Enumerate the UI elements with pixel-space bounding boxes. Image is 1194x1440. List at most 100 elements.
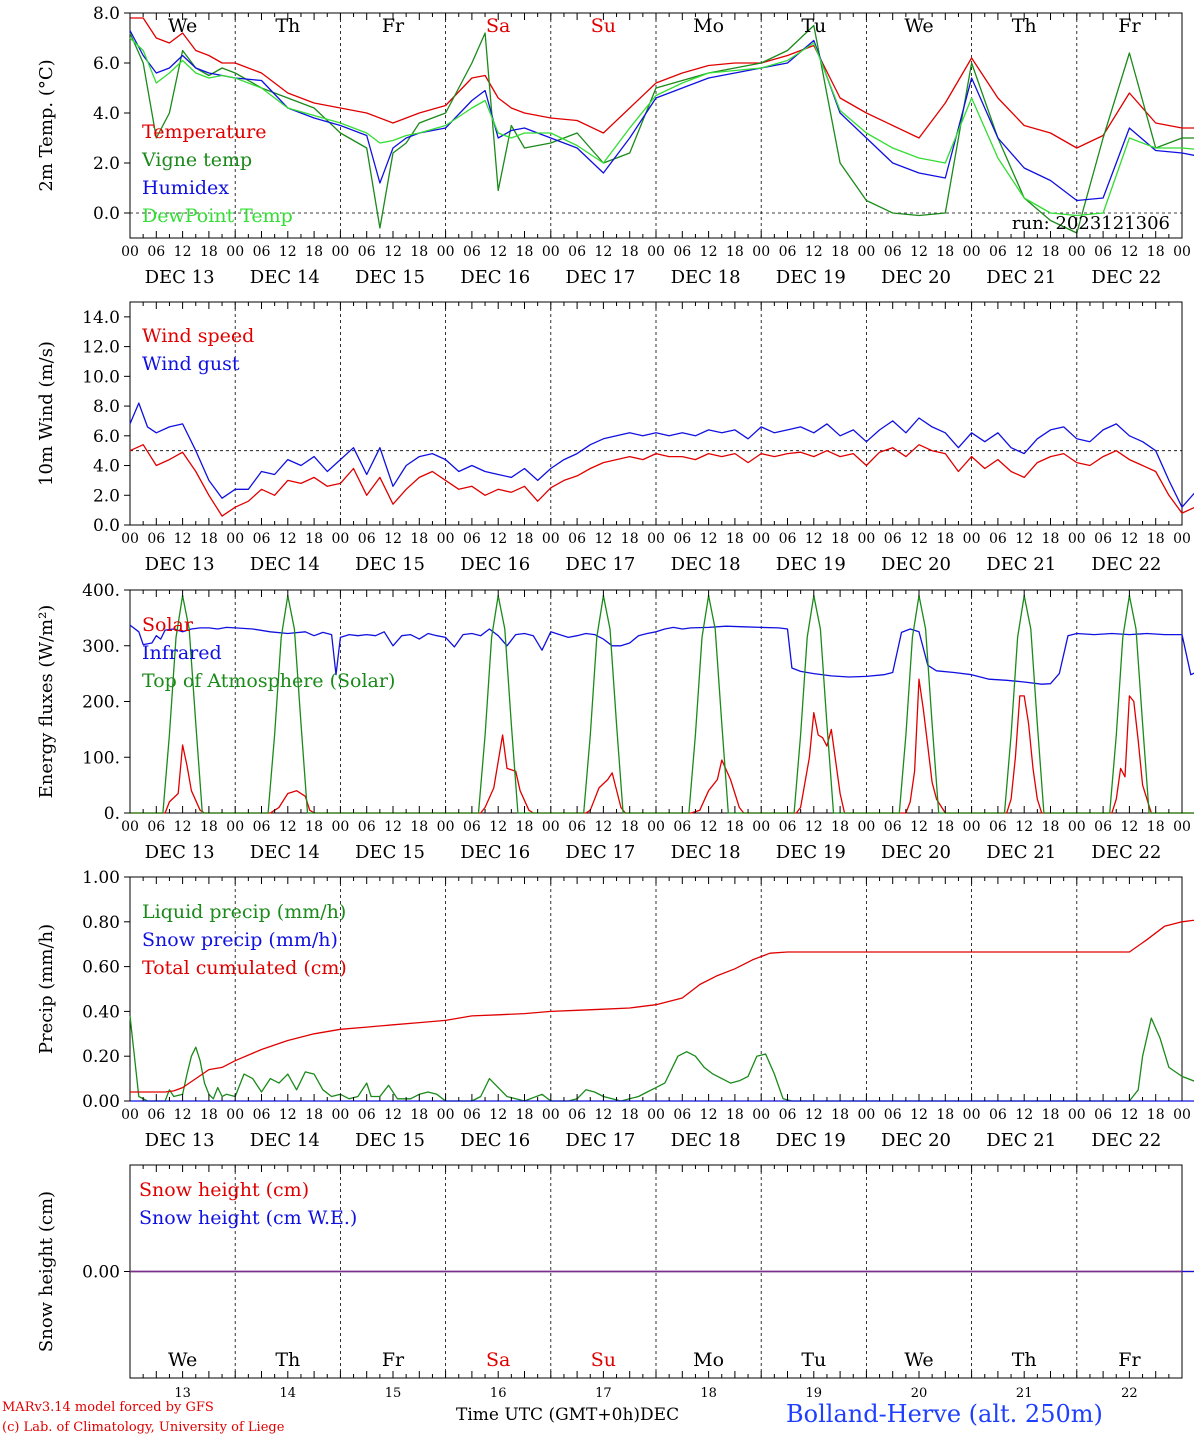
hour-label: 12 [594,531,612,547]
date-label: DEC 15 [355,1130,425,1151]
hour-label: 06 [568,531,586,547]
hour-label: 00 [647,531,665,547]
hour-label: 18 [831,819,849,835]
hour-label: 00 [857,244,875,260]
hour-label: 18 [831,1107,849,1123]
hour-label: 12 [1015,244,1033,260]
hour-label: 00 [331,819,349,835]
hour-label: 00 [331,531,349,547]
hour-label: 18 [936,244,954,260]
hour-label: 12 [700,531,718,547]
y-tick-label: 0.00 [82,1263,120,1283]
day-number-label: 14 [280,1386,297,1401]
series-dewpoint-temp [129,37,1194,217]
hour-label: 06 [779,531,797,547]
hour-label: 18 [726,819,744,835]
date-label: DEC 21 [986,842,1056,863]
hour-label: 00 [963,1107,981,1123]
hour-label: 12 [1120,819,1138,835]
date-label: DEC 13 [145,554,215,575]
weekday-label: We [904,15,933,37]
hour-label: 12 [384,819,402,835]
hour-label: 12 [1120,531,1138,547]
legend-entry: Wind gust [142,353,240,375]
hour-label: 06 [884,244,902,260]
hour-label: 00 [1173,819,1191,835]
date-label: DEC 20 [881,1130,951,1151]
hour-label: 12 [489,819,507,835]
hour-label: 12 [805,531,823,547]
hour-label: 06 [779,819,797,835]
hour-label: 06 [779,244,797,260]
legend-entry: Wind speed [142,325,254,347]
weekday-label-bottom: Su [591,1349,616,1371]
date-label: DEC 13 [145,267,215,288]
time-axis-label: Time UTC (GMT+0h) [456,1405,641,1425]
hour-label: 12 [489,531,507,547]
hour-label: 12 [489,244,507,260]
hour-label: 00 [437,819,455,835]
date-label: DEC 21 [986,1130,1056,1151]
hour-label: 18 [1147,819,1165,835]
time-axis-month: DEC [640,1405,680,1425]
hour-label: 00 [542,819,560,835]
y-tick-label: 4.0 [93,104,120,124]
y-tick-label: 8.0 [93,397,120,417]
hour-label: 12 [279,1107,297,1123]
hour-label: 00 [121,819,139,835]
weekday-label: Fr [1118,15,1141,37]
hour-label: 12 [805,819,823,835]
date-label: DEC 16 [460,842,530,863]
hour-label: 12 [910,244,928,260]
y-tick-label: 2.0 [93,486,120,506]
hour-label: 00 [437,244,455,260]
hour-label: 12 [594,819,612,835]
hour-label: 06 [463,244,481,260]
date-label: DEC 16 [460,1130,530,1151]
hour-label: 00 [121,531,139,547]
hour-label: 18 [200,531,218,547]
lab-credit: (c) Lab. of Climatology, University of L… [2,1420,285,1435]
hour-label: 12 [384,244,402,260]
legend-entry: Vigne temp [141,149,252,171]
hour-label: 00 [647,244,665,260]
hour-label: 12 [1015,531,1033,547]
hour-label: 18 [305,1107,323,1123]
weekday-label-bottom: We [168,1349,197,1371]
hour-label: 06 [568,244,586,260]
legend-entry: DewPoint Temp [142,205,293,227]
date-label: DEC 18 [671,267,741,288]
hour-label: 18 [936,819,954,835]
hour-label: 18 [200,1107,218,1123]
date-label: DEC 15 [355,267,425,288]
hour-label: 00 [752,531,770,547]
legend-entry: Top of Atmosphere (Solar) [142,670,395,692]
date-label: DEC 20 [881,842,951,863]
legend-entry: Snow precip (mm/h) [142,929,338,951]
hour-label: 06 [253,244,271,260]
hour-label: 00 [437,531,455,547]
series-liquid-precip-mm-h- [129,1015,1194,1102]
date-label: DEC 14 [250,842,320,863]
date-label: DEC 21 [986,554,1056,575]
hour-label: 12 [279,531,297,547]
date-label: DEC 16 [460,554,530,575]
hour-label: 06 [568,1107,586,1123]
date-label: DEC 19 [776,1130,846,1151]
hour-label: 12 [805,244,823,260]
series-wind-speed [129,444,1194,517]
date-label: DEC 22 [1091,842,1161,863]
series-infrared [129,624,1194,685]
hour-label: 00 [226,531,244,547]
y-tick-label: 200. [82,693,120,713]
weekday-label-bottom: Th [275,1349,300,1371]
hour-label: 06 [989,1107,1007,1123]
series-temperature [130,17,1194,149]
hour-label: 00 [1068,244,1086,260]
hour-label: 12 [174,819,192,835]
legend-entry: Liquid precip (mm/h) [142,901,346,923]
hour-label: 18 [621,819,639,835]
hour-label: 06 [884,1107,902,1123]
y-tick-label: 0.0 [93,204,120,224]
